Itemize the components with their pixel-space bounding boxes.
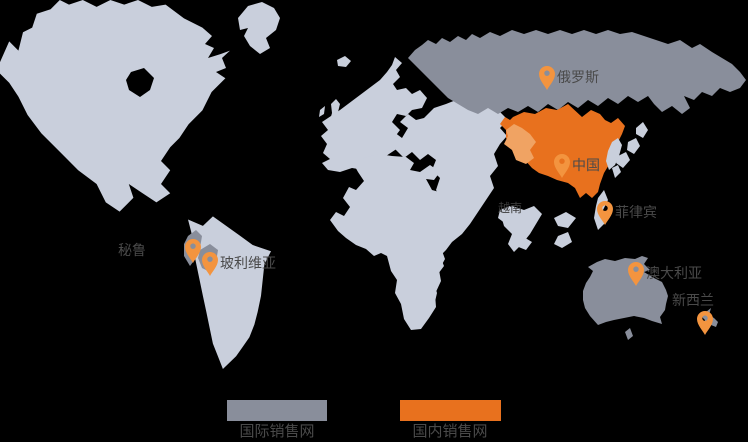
svg-text:新西兰: 新西兰 [672,292,714,308]
svg-text:俄罗斯: 俄罗斯 [557,69,599,85]
svg-text:澳大利亚: 澳大利亚 [646,265,702,281]
svg-text:秘鲁: 秘鲁 [118,242,146,258]
svg-text:越南: 越南 [498,200,522,215]
svg-text:中国: 中国 [572,157,600,173]
svg-text:国内销售网: 国内销售网 [412,423,487,440]
svg-text:菲律宾: 菲律宾 [615,204,657,220]
svg-text:国际销售网: 国际销售网 [239,423,314,440]
svg-text:玻利维亚: 玻利维亚 [220,255,276,271]
